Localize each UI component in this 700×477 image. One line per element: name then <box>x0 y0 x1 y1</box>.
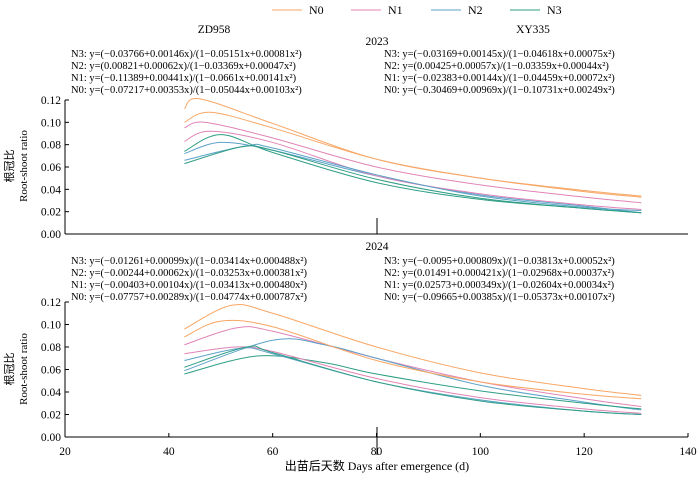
x-ticks: 20 40 60 80 100 120 140 <box>59 433 697 458</box>
equation-2024-xy335-n0: N0: y=(−0.09665+0.00385x)/(1−0.05373x+0.… <box>384 292 615 303</box>
x-axis-label: 出苗后天数 Days after emergence (d) <box>285 458 469 473</box>
y-tick-label: 0.02 <box>41 410 61 422</box>
equation-2023-zd958-n1: N1: y=(−0.11389+0.00441x)/(1−0.0661x+0.0… <box>71 73 297 84</box>
x-tick-label: 100 <box>472 446 490 458</box>
equation-2023-xy335-n3: N3: y=(−0.03169+0.00145x)/(1−0.04618x+0.… <box>384 49 615 60</box>
x-tick-label: 140 <box>679 446 697 458</box>
curve-2023-xy335-n3 <box>184 145 642 214</box>
x-tick-label: 80 <box>371 446 383 458</box>
curve-2024-zd958-n0 <box>184 304 642 396</box>
curve-2023-xy335-n0 <box>184 98 642 197</box>
cultivar-label-zd958: ZD958 <box>198 24 231 36</box>
curve-2023-xy335-n2 <box>184 143 642 212</box>
y-tick-label: 0.02 <box>41 207 61 219</box>
curve-2024-zd958-n3 <box>184 355 642 410</box>
y-tick-label: 0.10 <box>41 320 61 332</box>
curve-2023-zd958-n1 <box>184 121 642 204</box>
equation-2024-zd958-n3: N3: y=(−0.01261+0.00099x)/(1−0.03414x+0.… <box>71 256 308 267</box>
curves <box>184 98 642 415</box>
legend: N0 N1 N2 N3 <box>272 3 562 17</box>
y-tick-label: 0.12 <box>41 95 61 107</box>
equation-2024-xy335-n2: N2: y=(0.01491+0.000421x)/(1−0.02968x+0.… <box>384 268 615 279</box>
y-tick-label: 0.08 <box>41 140 61 152</box>
y-tick-label: 0.06 <box>41 162 61 174</box>
curve-2023-xy335-n1 <box>184 130 642 210</box>
equations: N3: y=(−0.03766+0.00146x)/(1−0.05151x+0.… <box>71 49 615 303</box>
y-ticks-2023: 0.00 0.02 0.04 0.06 0.08 0.10 0.12 <box>41 95 69 241</box>
y-axis-label-en-2024: Root-shoot ratio <box>18 333 30 405</box>
y-tick-label: 0.00 <box>41 229 61 241</box>
year-label-2023: 2023 <box>366 36 389 48</box>
y-tick-label: 0.08 <box>41 342 61 354</box>
curve-2024-xy335-n0 <box>184 319 642 400</box>
curve-2023-zd958-n0 <box>184 111 642 198</box>
x-tick-label: 40 <box>163 446 175 458</box>
year-label-2024: 2024 <box>366 241 389 253</box>
equation-2023-zd958-n3: N3: y=(−0.03766+0.00146x)/(1−0.05151x+0.… <box>71 49 302 60</box>
equation-2023-zd958-n0: N0: y=(−0.07217+0.00353x)/(1−0.05044x+0.… <box>71 85 302 96</box>
y-tick-label: 0.04 <box>41 184 61 196</box>
y-tick-label: 0.06 <box>41 365 61 377</box>
x-tick-label: 60 <box>267 446 279 458</box>
y-tick-label: 0.12 <box>41 297 61 309</box>
y-ticks-2024: 0.00 0.02 0.04 0.06 0.08 0.10 0.12 <box>41 297 69 444</box>
legend-label-n1: N1 <box>388 3 403 17</box>
equation-2023-xy335-n1: N1: y=(−0.02383+0.00144x)/(1−0.04459x+0.… <box>384 73 615 84</box>
equation-2024-zd958-n2: N2: y=(−0.00244+0.00062x)/(1−0.03253x+0.… <box>71 268 308 279</box>
equation-2023-zd958-n2: N2: y=(0.00821+0.00062x)/(1−0.03369x+0.0… <box>71 61 296 72</box>
x-tick-label: 20 <box>59 446 71 458</box>
y-axis-label-en-2023: Root-shoot ratio <box>18 130 30 202</box>
curve-2023-zd958-n2 <box>184 141 642 214</box>
legend-label-n2: N2 <box>468 3 483 17</box>
cultivar-label-xy335: XY335 <box>516 24 550 36</box>
legend-label-n3: N3 <box>547 3 562 17</box>
legend-label-n0: N0 <box>309 3 324 17</box>
y-tick-label: 0.00 <box>41 432 61 444</box>
equation-2024-xy335-n3: N3: y=(−0.0095+0.000809x)/(1−0.03813x+0.… <box>384 256 615 267</box>
curve-2024-xy335-n3 <box>184 345 642 415</box>
y-tick-label: 0.04 <box>41 387 61 399</box>
equation-2024-zd958-n1: N1: y=(−0.00403+0.00104x)/(1−0.03413x+0.… <box>71 280 308 291</box>
curve-2024-zd958-n1 <box>184 326 642 408</box>
equation-2023-xy335-n0: N0: y=(−0.30469+0.00969x)/(1−0.10731x+0.… <box>384 85 615 96</box>
y-tick-label: 0.10 <box>41 117 61 129</box>
x-tick-label: 120 <box>576 446 594 458</box>
y-axis-label-cn-2024: 根冠比 <box>2 353 16 386</box>
equation-2023-xy335-n2: N2: y=(0.00425+0.00057x)/(1−0.03359x+0.0… <box>384 61 609 72</box>
equation-2024-xy335-n1: N1: y=(0.02573+0.000349x)/(1−0.02604x+0.… <box>384 280 615 291</box>
curve-2024-xy335-n1 <box>184 346 642 414</box>
curve-2024-zd958-n2 <box>184 338 642 411</box>
equation-2024-zd958-n0: N0: y=(−0.07757+0.00289x)/(1−0.04774x+0.… <box>71 292 308 303</box>
y-axis-label-cn-2023: 根冠比 <box>2 150 16 183</box>
curve-2024-xy335-n2 <box>184 347 642 415</box>
